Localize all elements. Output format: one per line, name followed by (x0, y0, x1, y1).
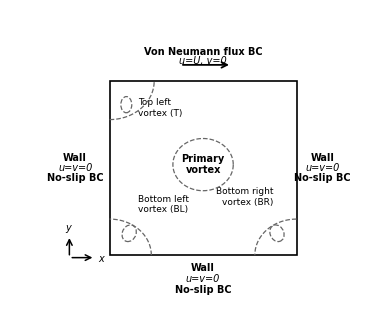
Text: y: y (65, 223, 71, 233)
Text: Bottom left
vortex (BL): Bottom left vortex (BL) (138, 195, 189, 214)
Text: u=v=0: u=v=0 (305, 163, 339, 173)
Text: No-slip BC: No-slip BC (294, 173, 351, 183)
Text: u=v=0: u=v=0 (186, 274, 220, 284)
Text: Wall: Wall (311, 153, 334, 163)
Text: u=v=0: u=v=0 (58, 163, 92, 173)
Text: Von Neumann flux BC: Von Neumann flux BC (144, 47, 262, 57)
Text: Primary
vortex: Primary vortex (181, 154, 225, 175)
Text: x: x (98, 254, 104, 264)
Text: Wall: Wall (191, 263, 215, 273)
Text: No-slip BC: No-slip BC (175, 285, 232, 295)
Text: Bottom right
vortex (BR): Bottom right vortex (BR) (216, 187, 273, 207)
Text: Wall: Wall (63, 153, 87, 163)
Text: Top left
vortex (T): Top left vortex (T) (138, 99, 183, 118)
Text: No-slip BC: No-slip BC (47, 173, 104, 183)
Text: u=U, v=0: u=U, v=0 (179, 56, 227, 66)
Bar (110, 81, 296, 255)
